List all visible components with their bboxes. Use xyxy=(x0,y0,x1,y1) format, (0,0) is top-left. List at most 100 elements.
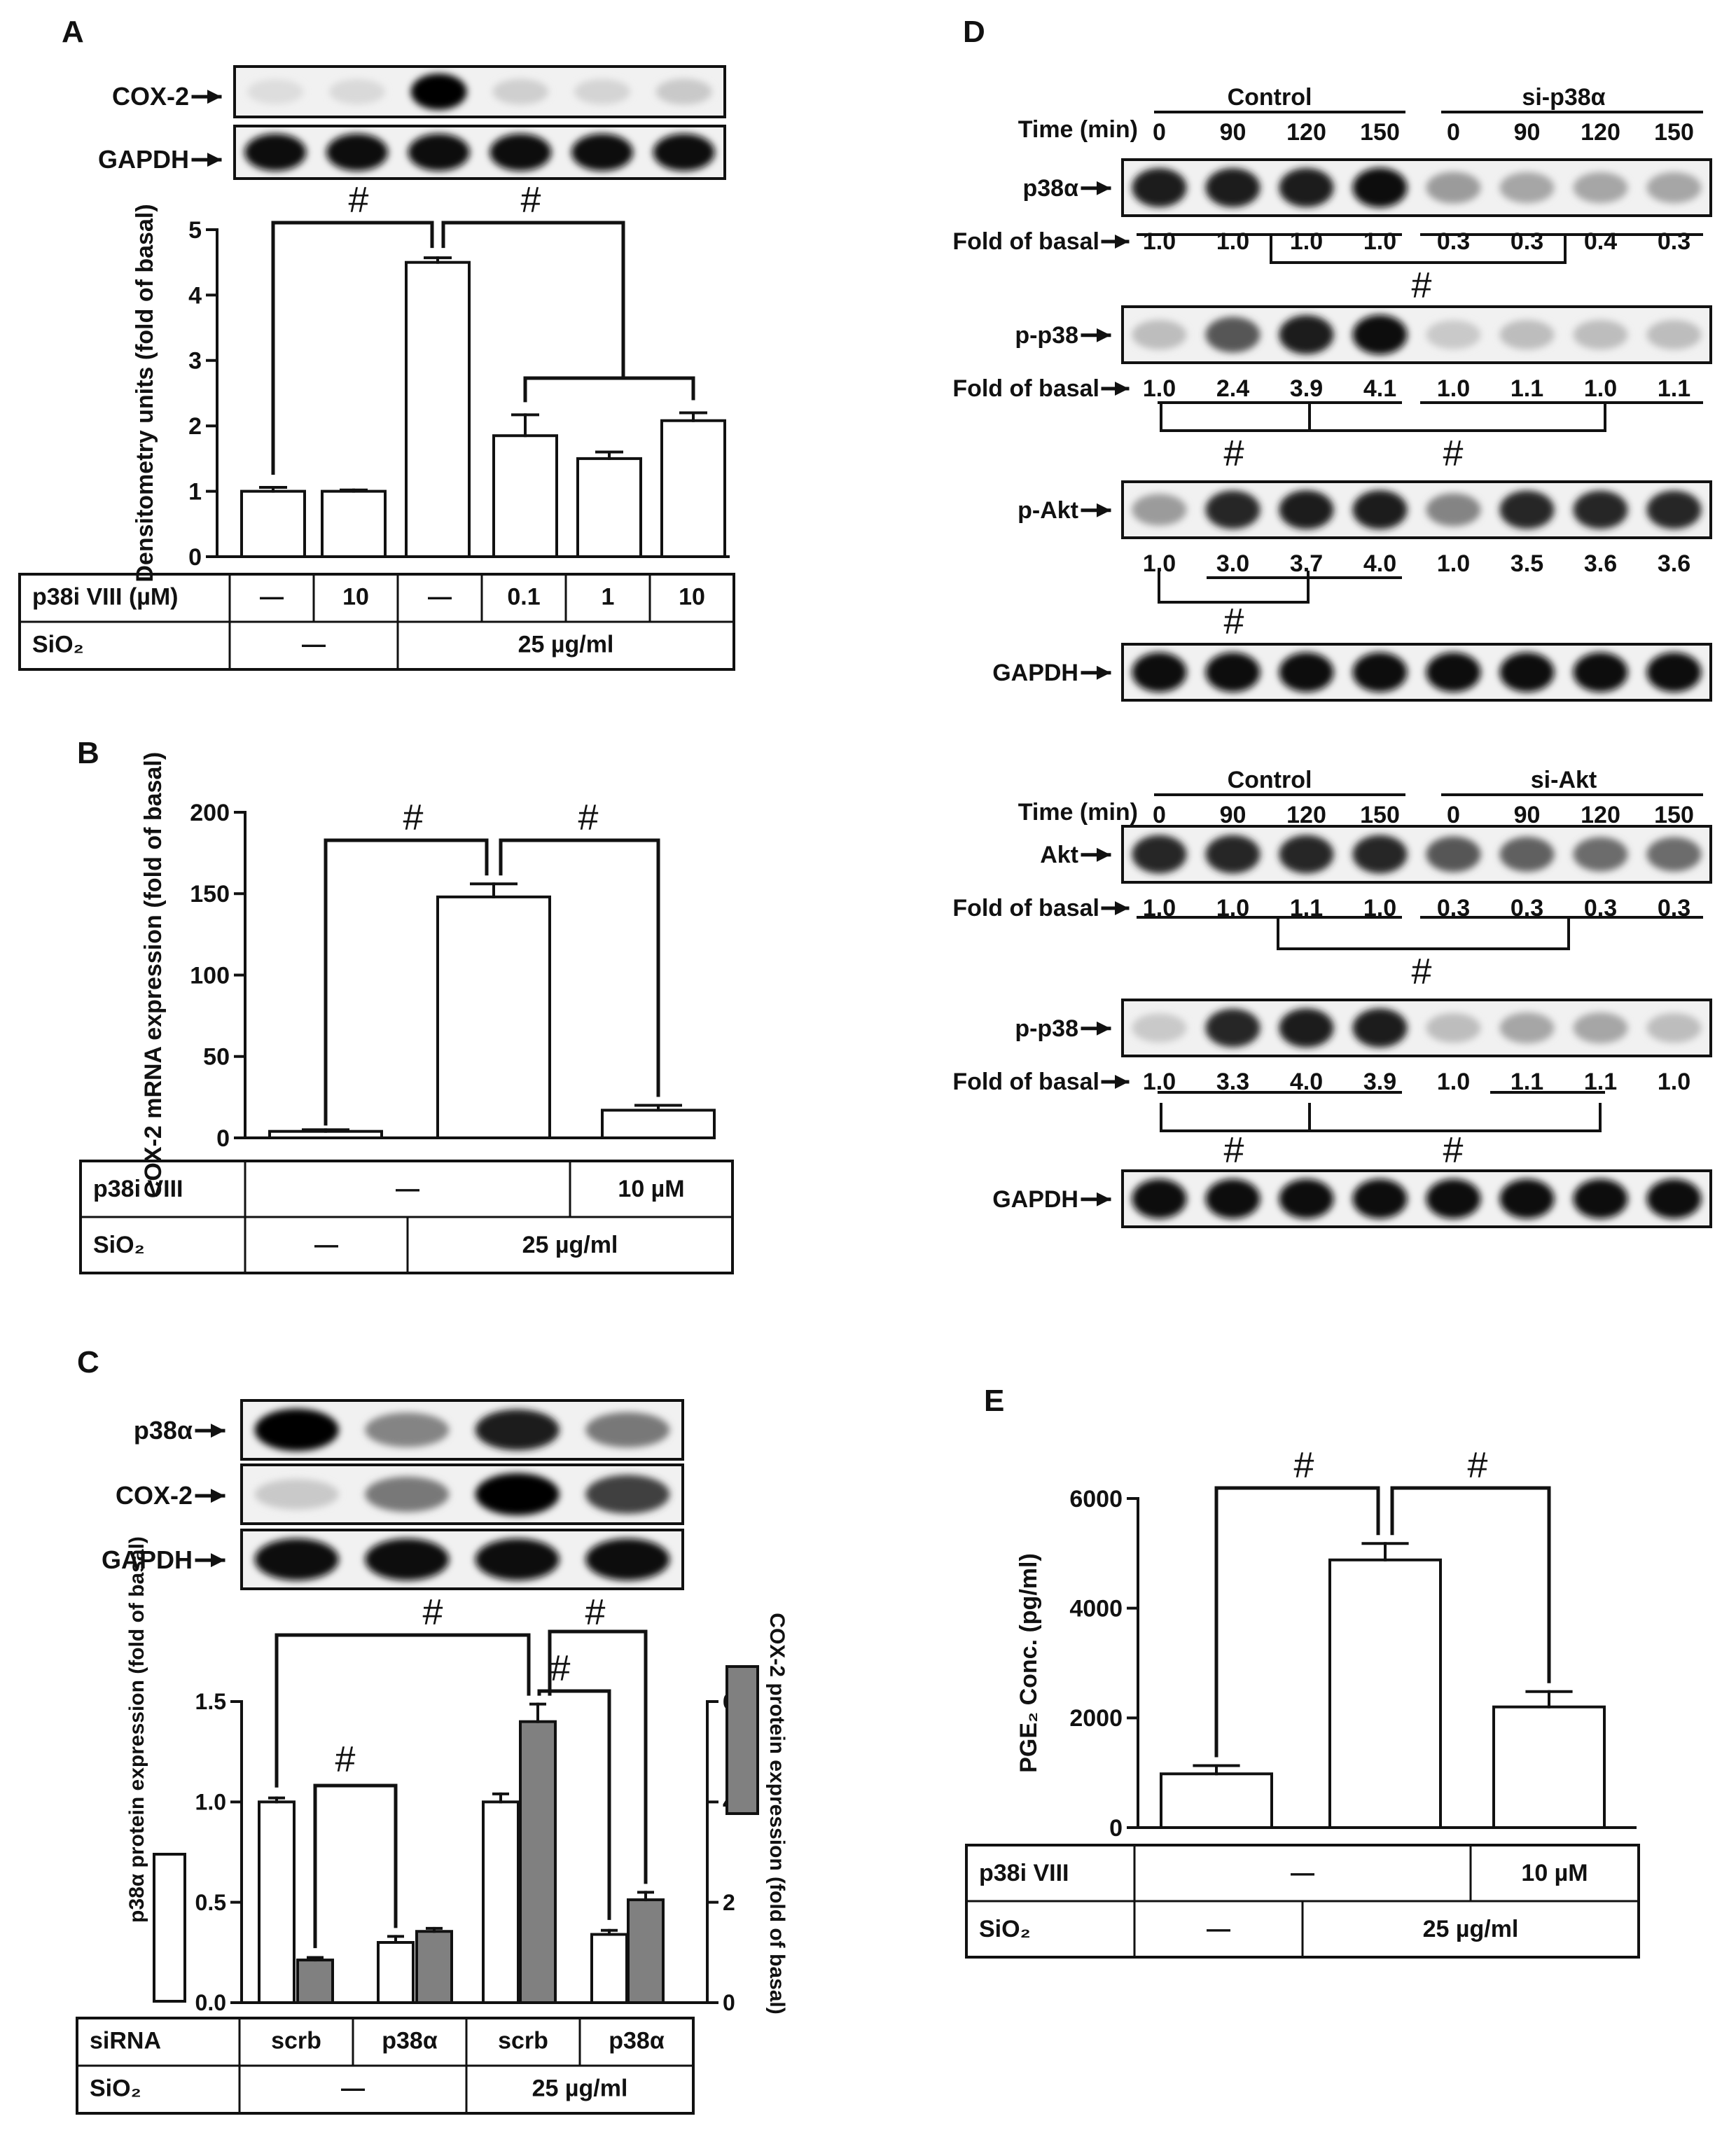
blot-d1-p-akt-band xyxy=(1646,490,1702,529)
sig-mark-d2-extra: # xyxy=(1443,1130,1464,1171)
blot-d1-time-label: Time (min) xyxy=(1018,116,1138,143)
blot-d2-time-value: 90 xyxy=(1514,802,1541,828)
chart-c-p38a-bar xyxy=(377,1941,415,2004)
blot-d2-gapdh-band xyxy=(1352,1178,1408,1219)
chart-c-cox2-bar xyxy=(519,1720,557,2005)
blot-d2-time-value: 120 xyxy=(1286,802,1326,828)
blot-d1-p-akt-band xyxy=(1352,490,1408,529)
blot-d2-gapdh-band xyxy=(1573,1178,1628,1219)
panel-d: Control si-p38α Time (min) 0 90 120 150 0 90 120 1… xyxy=(952,84,1712,1228)
blot-d2-time-value: 150 xyxy=(1654,802,1694,828)
blot-d1-p-akt-band xyxy=(1499,490,1555,529)
blot-d2-gapdh-band xyxy=(1132,1178,1187,1219)
sig-bracket-e-1 xyxy=(1214,1486,1380,1758)
chart-e-y-tick-label: 0 xyxy=(1109,1815,1123,1842)
blot-a-cox2-band xyxy=(655,78,712,105)
blot-d1-p38-band xyxy=(1499,172,1555,204)
blot-a-cox2-band xyxy=(410,74,467,110)
blot-c-gapdh-band xyxy=(365,1538,450,1580)
blot-d2-gapdh-band xyxy=(1279,1178,1334,1219)
blot-d2-akt-fold-label: Fold of basal xyxy=(952,895,1099,922)
table-a-cell: 10 xyxy=(342,584,369,611)
blot-d2-p-p38-band xyxy=(1205,1008,1261,1048)
chart-e-y-tick-label: 4000 xyxy=(1069,1596,1123,1622)
blot-d1-gapdh-band xyxy=(1205,652,1261,693)
chart-e-y-tick-label: 2000 xyxy=(1069,1705,1123,1732)
table-a-cell: — xyxy=(428,584,452,611)
chart-b-y-tick-label: 150 xyxy=(190,881,230,907)
chart-a-ylabel: Densitometry units (fold of basal) xyxy=(132,204,158,582)
sig-bracket-d1-2 xyxy=(1158,571,1310,604)
table-e-row-label-p38i-viii: p38i VIII xyxy=(979,1860,1069,1886)
blot-a-gapdh-frame xyxy=(233,125,726,180)
blot-d2-gapdh-label: GAPDH xyxy=(992,1186,1078,1213)
blot-c-cox2-label: COX-2 xyxy=(116,1481,193,1510)
blot-a-cox2-band xyxy=(247,79,304,104)
sig-mark-c-4: # xyxy=(585,1592,606,1633)
blot-d1-p-p38-fold-value: 2.4 xyxy=(1216,375,1249,402)
blot-d2-gapdh-band xyxy=(1646,1178,1702,1219)
blot-a-gapdh-label: GAPDH xyxy=(98,145,189,174)
blot-d1-gapdh-band xyxy=(1279,652,1334,693)
panel-letter-a: A xyxy=(62,15,84,49)
blot-a-gapdh-band xyxy=(326,133,388,172)
blot-d1-p38-fold-value: 0.4 xyxy=(1584,228,1617,255)
blot-d1-gapdh-band xyxy=(1573,652,1628,693)
chart-a-bar xyxy=(405,260,471,558)
blot-d2-p-p38-band xyxy=(1132,1013,1187,1043)
blot-d1-gapdh-band xyxy=(1646,652,1702,693)
blot-d1-p-akt-fold-value: 4.0 xyxy=(1363,550,1396,577)
sig-bracket-b-2 xyxy=(499,838,660,1097)
chart-a-y-tick-label: 1 xyxy=(188,479,202,506)
chart-a-bar xyxy=(660,419,726,559)
sig-mark-a-1: # xyxy=(349,180,369,221)
table-a-cell: 1 xyxy=(602,584,615,611)
blot-c-p38a-band xyxy=(254,1408,339,1452)
blot-d1-p-akt-fold-value: 3.5 xyxy=(1511,550,1543,577)
blot-a-cox2-band xyxy=(574,78,630,105)
blot-d1-p38-fold-label: Fold of basal xyxy=(952,228,1099,255)
sig-mark-d1-extra-1: # xyxy=(1443,433,1464,474)
table-b-cell: — xyxy=(314,1232,338,1258)
sig-bracket-a-1 xyxy=(271,221,434,475)
blot-d1-p-akt-fold-value: 3.0 xyxy=(1216,550,1249,577)
blot-d1-p-p38-fold-value: 3.9 xyxy=(1290,375,1323,402)
sig-bracket-c-4 xyxy=(548,1629,648,1884)
blot-d1-p38-fold-value: 1.0 xyxy=(1363,228,1396,255)
blot-c-p38a-band xyxy=(585,1412,670,1448)
blot-d2-p-p38-fold-value: 1.0 xyxy=(1658,1069,1690,1095)
chart-a-bar xyxy=(576,457,642,559)
chart-c-y-left-tick-label: 1.0 xyxy=(195,1790,226,1815)
sig-mark-b-2: # xyxy=(578,798,599,838)
blot-d1-p-akt-band xyxy=(1132,494,1187,526)
blot-d1-p38-band xyxy=(1132,168,1187,207)
table-b-cell: 10 µM xyxy=(618,1176,684,1202)
sig-mark-d1-2: # xyxy=(1224,601,1244,642)
sig-bracket-c-3 xyxy=(537,1689,611,1920)
blot-d1-p-akt-band xyxy=(1279,490,1334,529)
chart-a-bar xyxy=(492,434,558,559)
chart-c-cox2-bar xyxy=(415,1930,453,2005)
blot-d2-akt-band xyxy=(1205,835,1261,874)
blot-d1-p38-band xyxy=(1646,172,1702,204)
blot-d1-p-p38-band xyxy=(1646,319,1702,350)
blot-d2-gapdh-band xyxy=(1426,1178,1481,1219)
blot-d2-time-value: 0 xyxy=(1447,802,1460,828)
chart-e-bar xyxy=(1328,1558,1442,1830)
sig-bracket-e-2 xyxy=(1390,1486,1551,1683)
table-a-cell: 10 xyxy=(679,584,705,611)
blot-d1-p38-fold-value: 0.3 xyxy=(1658,228,1690,255)
panel-a: COX-2 GAPDH 0 1 2 3 4 5 Densitometry units (fold… xyxy=(18,65,735,671)
sig-mark-a-2: # xyxy=(521,180,541,221)
blot-d1-p-p38-fold-value: 1.1 xyxy=(1658,375,1690,402)
chart-b-bar xyxy=(436,895,551,1140)
table-c-row-label-sio: SiO₂ xyxy=(90,2075,141,2102)
chart-b-y-tick-label: 100 xyxy=(190,962,230,989)
panel-letter-e: E xyxy=(984,1384,1004,1418)
blot-d1-gapdh-band xyxy=(1132,652,1187,693)
table-c-row-label-sirna: siRNA xyxy=(90,2028,161,2054)
blot-c-cox2-band xyxy=(475,1473,560,1516)
blot-d1-p-p38-band xyxy=(1279,315,1334,354)
blot-d1-gapdh-label: GAPDH xyxy=(992,660,1078,686)
blot-c-gapdh-band xyxy=(254,1538,339,1580)
